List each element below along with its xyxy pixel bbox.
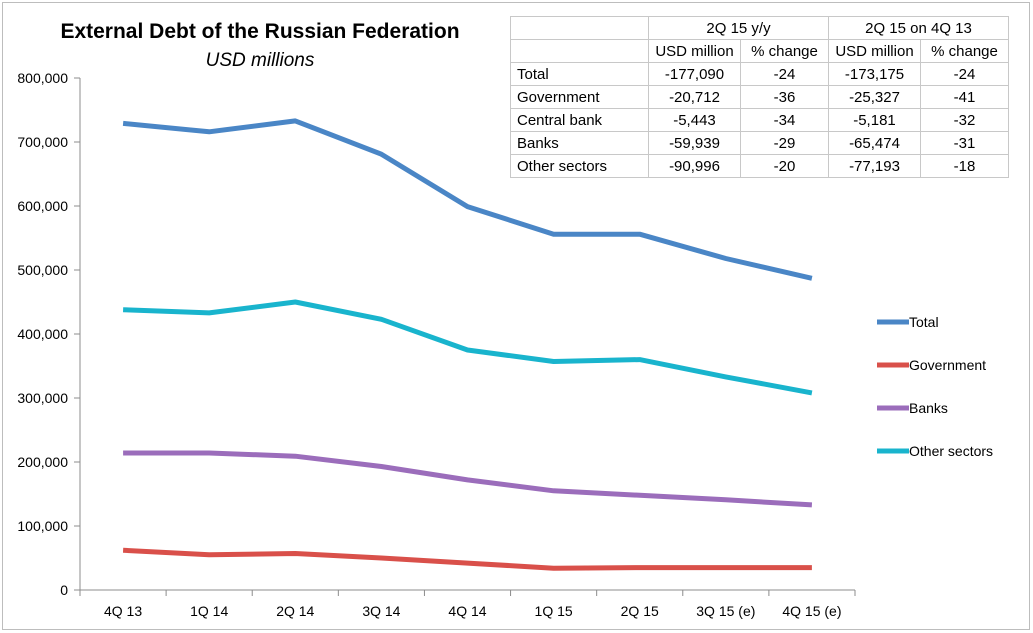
series-line-banks [123, 450, 813, 508]
y-tick-label: 100,000 [17, 518, 68, 534]
table-row-label: Government [510, 85, 649, 109]
series-line-total [122, 118, 813, 281]
table-sub-header: % change [740, 39, 829, 63]
table-group-header: 2Q 15 y/y [648, 16, 829, 40]
table-cell: -5,181 [828, 108, 921, 132]
y-tick-label: 700,000 [17, 134, 68, 150]
y-tick-label: 800,000 [17, 70, 68, 86]
chart-subtitle: USD millions [205, 50, 315, 71]
table-row-label: Central bank [510, 108, 649, 132]
x-tick-label: 2Q 14 [276, 603, 314, 619]
table-cell: -29 [740, 131, 829, 155]
table-sub-header: % change [920, 39, 1009, 63]
table-cell: -177,090 [648, 62, 741, 86]
table-cell: -24 [920, 62, 1009, 86]
table-cell: -90,996 [648, 154, 741, 178]
y-tick-label: 500,000 [17, 262, 68, 278]
table-cell: -41 [920, 85, 1009, 109]
y-tick-label: 600,000 [17, 198, 68, 214]
y-tick-label: 400,000 [17, 326, 68, 342]
table-cell: -25,327 [828, 85, 921, 109]
x-tick-label: 4Q 13 [104, 603, 142, 619]
table-row: Other sectors -90,996 -20 -77,193 -18 [510, 154, 1009, 178]
table-cell: -173,175 [828, 62, 921, 86]
x-tick-label: 2Q 15 [621, 603, 659, 619]
table-row: Total -177,090 -24 -173,175 -24 [510, 62, 1009, 86]
table-cell: -5,443 [648, 108, 741, 132]
table-cell: -59,939 [648, 131, 741, 155]
x-tick-label: 1Q 14 [190, 603, 228, 619]
table-row-label: Total [510, 62, 649, 86]
summary-table: 2Q 15 y/y 2Q 15 on 4Q 13 USD million % c… [510, 16, 1009, 178]
table-row-label: Banks [510, 131, 649, 155]
legend-label: Banks [909, 400, 948, 416]
table-row: Banks -59,939 -29 -65,474 -31 [510, 131, 1009, 155]
x-tick-label: 1Q 15 [535, 603, 573, 619]
table-group-header-row: 2Q 15 y/y 2Q 15 on 4Q 13 [510, 16, 1009, 40]
series-line-government [122, 547, 812, 571]
y-tick-label: 0 [60, 582, 68, 598]
x-tick-label: 3Q 14 [362, 603, 400, 619]
table-corner-cell [510, 16, 649, 40]
x-tick-label: 4Q 14 [448, 603, 486, 619]
table-cell: -18 [920, 154, 1009, 178]
chart-title: External Debt of the Russian Federation [60, 20, 460, 43]
legend-label: Total [909, 314, 939, 330]
table-cell: -32 [920, 108, 1009, 132]
table-row: Government -20,712 -36 -25,327 -41 [510, 85, 1009, 109]
table-cell: -20,712 [648, 85, 741, 109]
table-cell: -77,193 [828, 154, 921, 178]
table-cell: -24 [740, 62, 829, 86]
table-cell: -34 [740, 108, 829, 132]
table-sub-header-row: USD million % change USD million % chang… [510, 39, 1009, 63]
table-corner-cell [510, 39, 649, 63]
table-row: Central bank -5,443 -34 -5,181 -32 [510, 108, 1009, 132]
y-tick-label: 300,000 [17, 390, 68, 406]
table-cell: -65,474 [828, 131, 921, 155]
table-row-label: Other sectors [510, 154, 649, 178]
table-group-header: 2Q 15 on 4Q 13 [828, 16, 1009, 40]
table-cell: -31 [920, 131, 1009, 155]
table-sub-header: USD million [828, 39, 921, 63]
table-cell: -20 [740, 154, 829, 178]
table-sub-header: USD million [648, 39, 741, 63]
legend-label: Other sectors [909, 443, 993, 459]
legend-label: Government [909, 357, 986, 373]
table-cell: -36 [740, 85, 829, 109]
x-tick-label: 4Q 15 (e) [782, 603, 841, 619]
y-tick-label: 200,000 [17, 454, 68, 470]
x-tick-label: 3Q 15 (e) [696, 603, 755, 619]
series-line-other-sectors [123, 299, 813, 396]
